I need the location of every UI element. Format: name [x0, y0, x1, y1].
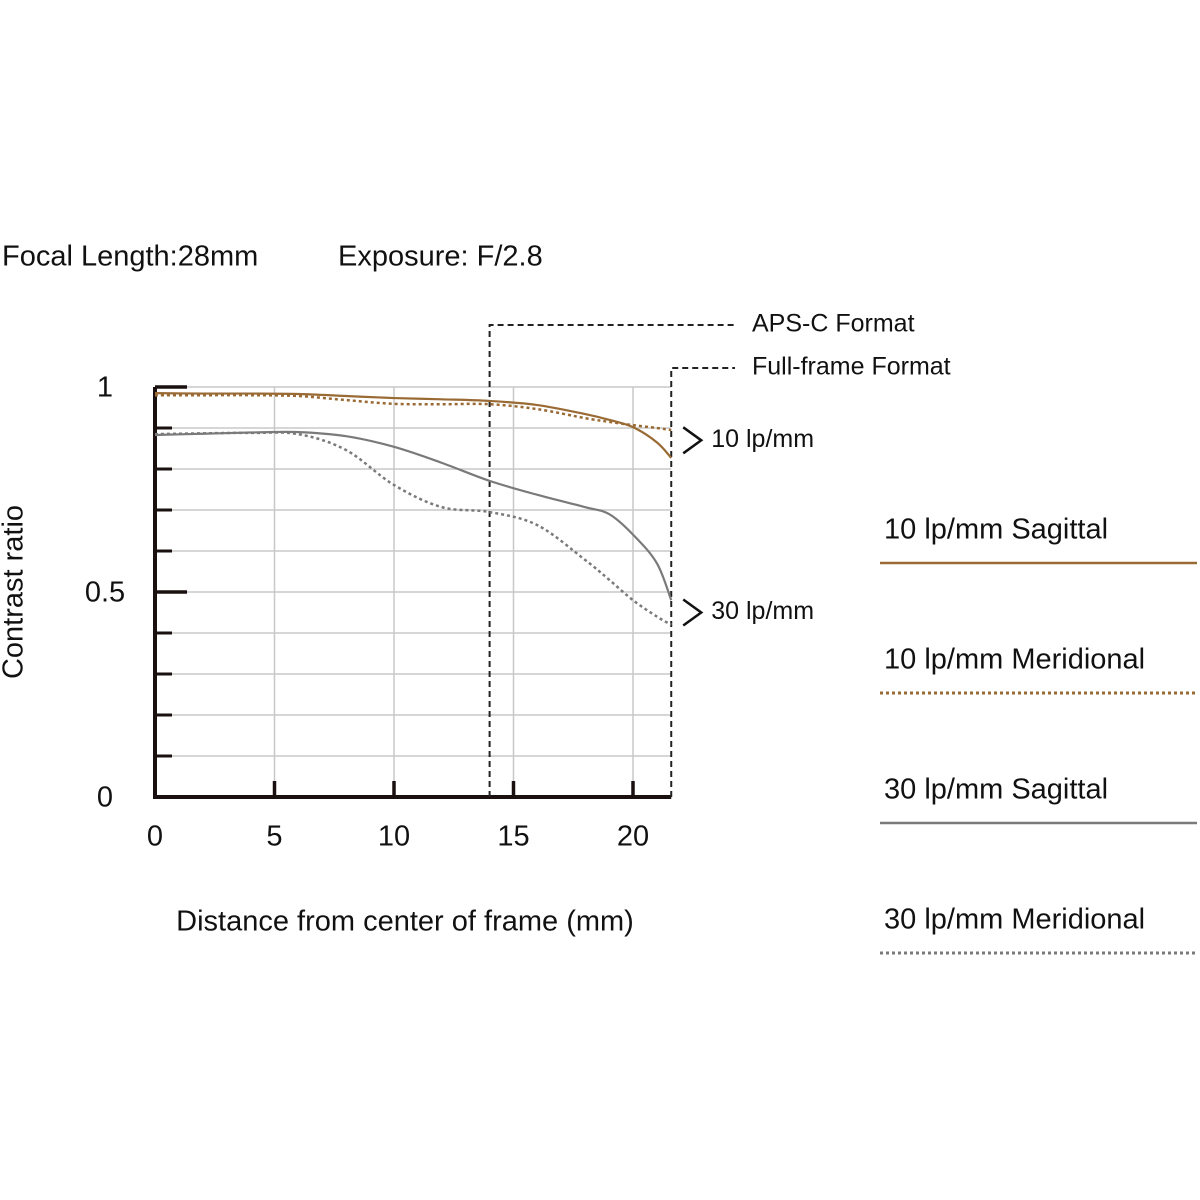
curve-label: 10 lp/mm: [711, 425, 814, 453]
format-label: Full-frame Format: [752, 353, 951, 381]
legend-label: 30 lp/mm Sagittal: [884, 774, 1108, 806]
curve-bracket: [682, 426, 704, 455]
curve-bracket: [682, 598, 704, 627]
x-tick-label: 0: [147, 821, 163, 853]
series-line: [154, 392, 673, 459]
chart-subtitle: Exposure: F/2.8: [338, 241, 543, 273]
y-tick-label: 1: [97, 372, 113, 404]
x-axis-label: Distance from center of frame (mm): [176, 906, 634, 938]
axis: [153, 387, 672, 799]
series-line: [155, 393, 672, 432]
legend-label: 30 lp/mm Meridional: [884, 904, 1145, 936]
legend-label: 10 lp/mm Meridional: [884, 644, 1145, 676]
format-label: APS-C Format: [752, 310, 915, 338]
chart-title: Focal Length:28mm: [2, 241, 258, 273]
x-tick-label: 5: [266, 821, 282, 853]
legend-label: 10 lp/mm Sagittal: [884, 514, 1108, 546]
curve-label: 30 lp/mm: [711, 597, 814, 625]
series-line: [154, 431, 672, 626]
format-line: [488, 324, 735, 797]
series-line: [154, 430, 673, 601]
format-line: [670, 367, 735, 797]
x-tick-label: 20: [617, 821, 649, 853]
y-tick-label: 0.5: [85, 577, 125, 609]
x-tick-label: 15: [497, 821, 529, 853]
x-tick-label: 10: [378, 821, 410, 853]
y-tick-label: 0: [97, 782, 113, 814]
y-axis-label: Contrast ratio: [0, 505, 30, 679]
